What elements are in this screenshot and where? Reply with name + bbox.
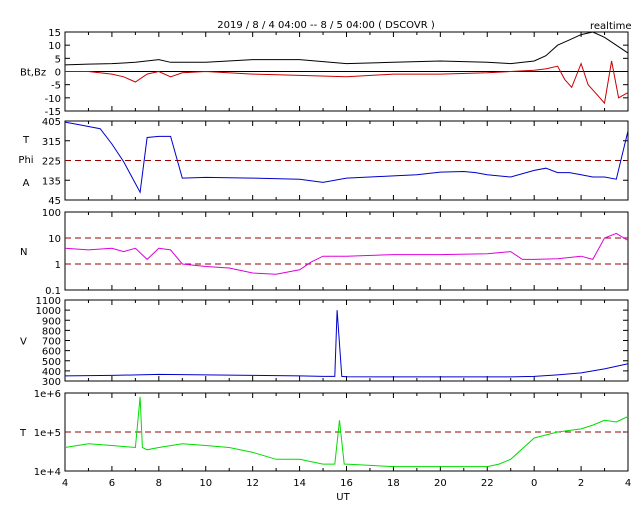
x-tick-label: 16 (340, 478, 353, 489)
y-tick-label: 45 (48, 196, 61, 207)
series-temperature (64, 396, 629, 468)
y-tick-label: 1100 (36, 296, 61, 307)
y-tick-label: -15 (45, 107, 61, 118)
y-axis-label: Phi (18, 155, 33, 166)
y-tick-label: 500 (42, 357, 61, 368)
panel-temp: 1e+6 1e+5 1e+4 T (19, 389, 629, 478)
realtime-label: realtime (590, 21, 632, 32)
y-tick-label: 10 (48, 41, 61, 52)
y-tick-label: 0.1 (45, 286, 61, 297)
series-phi (64, 121, 629, 194)
y-tick-label: 5 (55, 54, 61, 65)
x-tick-label: 14 (293, 478, 306, 489)
y-axis-label: T (22, 135, 30, 146)
y-tick-label: 1 (55, 260, 61, 271)
y-tick-label: 800 (42, 326, 61, 337)
y-tick-label: -10 (45, 94, 61, 105)
y-tick-label: 10 (48, 234, 61, 245)
y-axis-label: T (19, 428, 27, 439)
series-bz (65, 60, 629, 105)
x-tick-label: 18 (387, 478, 400, 489)
y-tick-label: 700 (42, 337, 61, 348)
y-axis-label: V (20, 337, 27, 348)
y-tick-label: 15 (48, 28, 61, 39)
y-tick-label: -5 (51, 81, 61, 92)
panel-frame (64, 299, 629, 382)
panel-phi: 405 315 225 135 45 T Phi A (18, 117, 629, 207)
x-tick-label: 0 (531, 478, 537, 489)
y-tick-label: 135 (42, 176, 61, 187)
panel-frame (64, 211, 629, 291)
x-tick-label: 10 (199, 478, 212, 489)
y-tick-label: 1000 (36, 306, 61, 317)
y-tick-label: 600 (42, 347, 61, 358)
y-tick-label: 405 (42, 117, 61, 128)
y-tick-label: 0 (55, 68, 61, 79)
y-tick-label: 315 (42, 137, 61, 148)
x-tick-label: 20 (434, 478, 447, 489)
y-tick-label: 100 (42, 208, 61, 219)
x-tick-label: 4 (625, 478, 631, 489)
x-tick-label: 8 (156, 478, 162, 489)
x-tick-label: 6 (109, 478, 115, 489)
y-axis-label: A (23, 178, 30, 189)
x-tick-label: 4 (62, 478, 68, 489)
series-density (64, 232, 629, 275)
y-tick-label: 300 (42, 377, 61, 388)
panel-density: 100 10 1 0.1 N (20, 208, 629, 297)
chart-title: 2019 / 8 / 4 04:00 -- 8 / 5 04:00 ( DSCO… (217, 20, 435, 31)
y-axis-label: N (20, 247, 27, 258)
x-axis-label: UT (336, 492, 350, 503)
series-speed (64, 310, 629, 378)
y-tick-label: 400 (42, 367, 61, 378)
x-tick-label: 12 (246, 478, 259, 489)
y-tick-label: 1e+4 (34, 467, 61, 478)
y-tick-label: 225 (42, 157, 61, 168)
y-tick-label: 1e+6 (34, 389, 61, 400)
series-bt (64, 31, 629, 66)
panel-mag: 15 10 5 0 -5 -10 -15 Bt,Bz (20, 28, 629, 118)
y-tick-label: 1e+5 (34, 428, 61, 439)
y-tick-label: 900 (42, 316, 61, 327)
x-tick-label: 2 (578, 478, 584, 489)
panels: 151050-5-10-15Bt,Bz40531522513545TPhiA10… (18, 28, 631, 489)
x-tick-label: 22 (481, 478, 494, 489)
y-axis-label: Bt,Bz (20, 68, 46, 79)
